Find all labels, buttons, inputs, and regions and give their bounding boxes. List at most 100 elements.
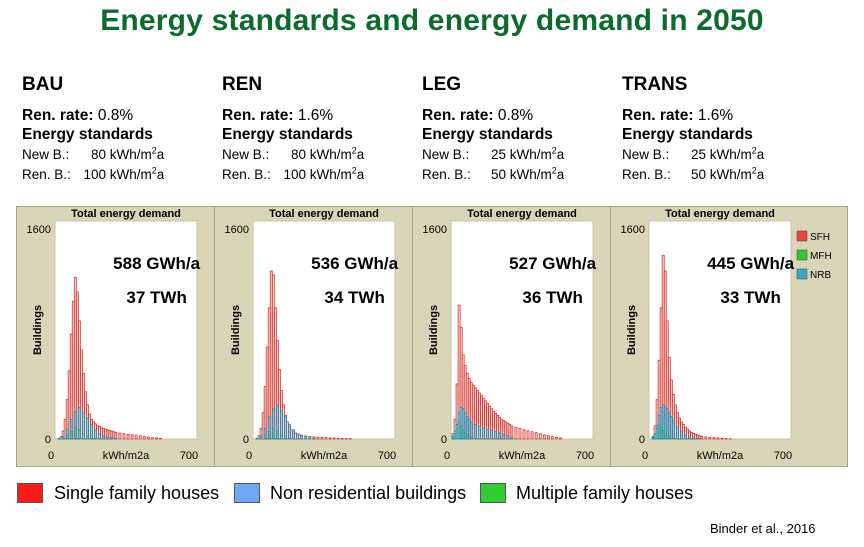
scenario-trans: TRANS Ren. rate: 1.6% Energy standards N…	[622, 74, 822, 185]
bar-nrb	[267, 416, 271, 440]
energy-demand-gwh: 527 GWh/a	[509, 254, 596, 273]
x-tick-label: 700	[576, 450, 594, 462]
bar-sfh	[538, 433, 542, 440]
bar-sfh	[328, 437, 332, 440]
bar-sfh	[559, 437, 562, 440]
new-buildings-standard: New B.: 25 kWh/m2a	[422, 145, 565, 162]
y-tick-label: 0	[243, 434, 249, 446]
bar-nrb	[114, 437, 118, 440]
histogram-bau: Total energy demand 1600 0 0 700 kWh/m2a Build…	[27, 208, 201, 462]
bar-sfh	[155, 437, 158, 440]
scenario-bau: BAU Ren. rate: 0.8% Energy standards New…	[22, 74, 222, 185]
bar-nrb	[81, 412, 85, 440]
legend-entry-sfh: SFH	[810, 232, 830, 243]
bar-nrb	[77, 407, 81, 440]
bar-sfh	[320, 437, 324, 440]
bar-nrb	[490, 430, 493, 440]
chart-panel-bau: Total energy demand 1600 0 0 700 kWh/m2a Build…	[16, 206, 215, 467]
renovation-rate: Ren. rate: 0.8%	[22, 107, 134, 124]
bottom-legend: Single family houses Non residential bui…	[0, 483, 864, 507]
legend-entry-nrb: NRB	[810, 270, 831, 281]
bar-nrb	[275, 404, 279, 440]
bar-nrb	[469, 421, 473, 440]
x-tick-label: 0	[246, 450, 252, 462]
y-axis-label: Buildings	[230, 305, 242, 355]
new-buildings-standard: New B.: 25 kWh/m2a	[622, 145, 765, 162]
bar-sfh	[716, 437, 720, 440]
bar-sfh	[551, 436, 554, 440]
y-axis-label: Buildings	[32, 305, 44, 355]
bar-sfh	[118, 432, 122, 440]
bar-sfh	[134, 434, 138, 440]
chart-title: Total energy demand	[665, 208, 775, 220]
y-tick-label: 0	[639, 434, 645, 446]
bar-nrb	[65, 429, 69, 440]
bar-sfh	[126, 434, 130, 440]
histogram-leg: Total energy demand 1600 0 0 700 kWh/m2a Build…	[423, 208, 597, 462]
bar-nrb	[255, 437, 259, 440]
page-title: Energy standards and energy demand in 20…	[100, 4, 764, 37]
bar-nrb	[680, 431, 683, 440]
bar-sfh	[138, 435, 142, 440]
new-buildings-standard: New B.: 80 kWh/m2a	[222, 145, 365, 162]
bar-nrb	[86, 417, 89, 440]
bar-nrb	[69, 418, 73, 440]
bar-sfh	[514, 426, 518, 440]
chart-panel-leg: Total energy demand 1600 0 0 700 kWh/m2a Build…	[412, 206, 611, 467]
legend-swatch-nrb	[796, 268, 808, 280]
bar-sfh	[518, 428, 522, 440]
legend-swatch-mfh	[796, 249, 808, 261]
bar-nrb	[296, 433, 300, 440]
y-axis-label: Buildings	[428, 305, 440, 355]
bar-sfh	[522, 429, 526, 440]
bar-nrb	[102, 435, 106, 440]
x-tick-label: 0	[48, 450, 54, 462]
source-credit: Binder et al., 2016	[710, 521, 816, 536]
bar-nrb	[57, 437, 61, 440]
y-tick-label: 1600	[27, 224, 51, 236]
bar-sfh	[526, 430, 530, 440]
bar-nrb	[671, 420, 675, 440]
legend-swatch-sfh	[17, 483, 43, 503]
bar-nrb	[98, 433, 102, 440]
renovated-buildings-standard: Ren. B.: 100 kWh/m2a	[22, 165, 165, 182]
bar-nrb	[61, 435, 65, 440]
bar-nrb	[284, 416, 287, 440]
bar-nrb	[308, 437, 312, 440]
bar-sfh	[530, 431, 534, 440]
bar-sfh	[316, 436, 320, 440]
bar-nrb	[675, 426, 679, 440]
bar-nrb	[259, 435, 263, 440]
bar-sfh	[146, 436, 150, 440]
x-tick-label: 700	[180, 450, 198, 462]
x-tick-label: 0	[444, 450, 450, 462]
bar-nrb	[510, 436, 514, 440]
x-tick-label: 700	[774, 450, 792, 462]
bar-sfh	[546, 435, 550, 440]
bar-sfh	[700, 435, 704, 440]
bar-nrb	[292, 429, 295, 440]
legend-label-sfh: Single family houses	[54, 483, 220, 503]
legend-swatch-sfh	[796, 230, 808, 242]
scenario-name: REN	[222, 74, 263, 95]
chart-title: Total energy demand	[467, 208, 577, 220]
x-tick-label: 0	[642, 450, 648, 462]
bar-nrb	[482, 427, 485, 440]
y-axis-label: Buildings	[626, 305, 638, 355]
bar-nrb	[477, 426, 481, 440]
bar-nrb	[312, 437, 316, 440]
scenario-leg: LEG Ren. rate: 0.8% Energy standards New…	[422, 74, 622, 185]
bar-sfh	[724, 438, 728, 440]
x-axis-label: kWh/m2a	[499, 450, 546, 462]
legend-swatch-mfh	[480, 483, 506, 503]
bar-sfh	[159, 437, 162, 440]
bar-sfh	[142, 435, 146, 440]
renovated-buildings-standard: Ren. B.: 100 kWh/m2a	[222, 165, 365, 182]
bar-sfh	[344, 438, 348, 440]
chart-title: Total energy demand	[71, 208, 181, 220]
bar-nrb	[688, 436, 691, 440]
bar-nrb	[506, 435, 510, 440]
bar-sfh	[542, 434, 546, 440]
bar-nrb	[486, 428, 489, 440]
bar-nrb	[684, 434, 687, 440]
